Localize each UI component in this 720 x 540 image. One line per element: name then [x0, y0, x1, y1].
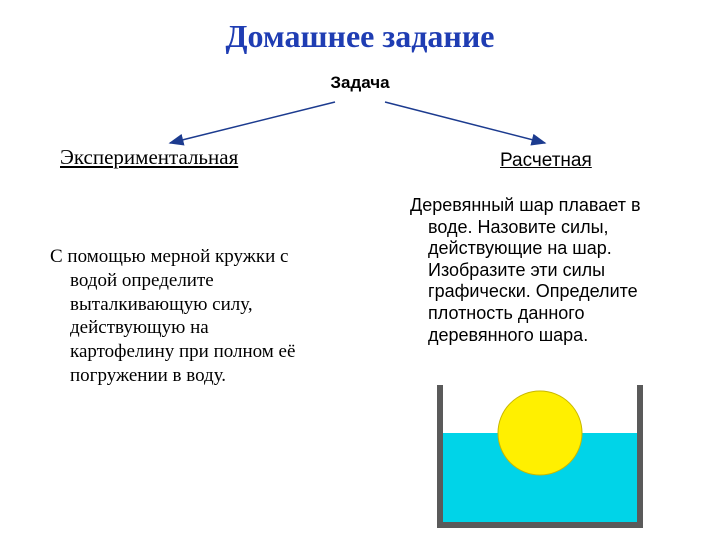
task-label: Задача: [0, 73, 720, 93]
arrow-left: [170, 102, 335, 143]
right-heading: Расчетная: [500, 150, 592, 172]
page-title: Домашнее задание: [0, 0, 720, 55]
left-heading: Экспериментальная: [60, 145, 238, 170]
right-body: Деревянный шар плавает в воде. Назовите …: [410, 195, 680, 346]
beaker-diagram: [430, 375, 650, 530]
branch-arrows: [0, 88, 720, 148]
arrow-right: [385, 102, 545, 143]
left-body: С помощью мерной кружки с водой определи…: [50, 245, 310, 388]
floating-ball: [498, 391, 582, 475]
